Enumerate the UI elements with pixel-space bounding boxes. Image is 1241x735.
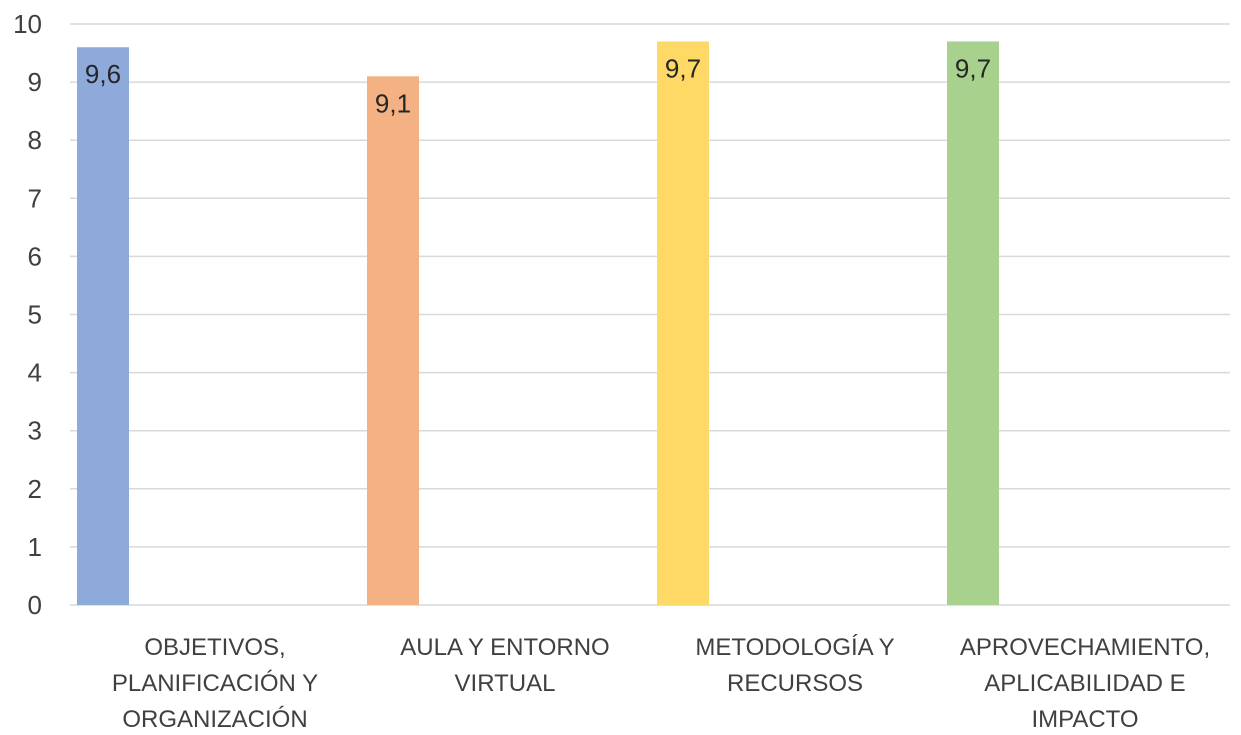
y-tick-label: 3: [28, 416, 42, 446]
y-tick-label: 2: [28, 474, 42, 504]
y-tick-label: 8: [28, 125, 42, 155]
x-tick-label: RECURSOS: [727, 670, 863, 697]
x-tick-label: PLANIFICACIÓN Y: [112, 670, 318, 697]
data-labels: 9,6 9,1 9,7 9,7: [85, 53, 991, 118]
data-label: 9,6: [85, 59, 121, 89]
y-tick-label: 9: [28, 67, 42, 97]
y-tick-label: 1: [28, 532, 42, 562]
data-label: 9,7: [955, 53, 991, 83]
y-tick-label: 4: [28, 358, 42, 388]
y-tick-label: 0: [28, 590, 42, 620]
x-tick-label: ORGANIZACIÓN: [122, 706, 307, 733]
bar: [657, 41, 709, 606]
bar: [947, 41, 999, 606]
x-tick-label: IMPACTO: [1031, 706, 1138, 733]
y-axis-ticks: 0 1 2 3 4 5 6 7 8 9 10: [13, 9, 42, 620]
bar: [367, 76, 419, 606]
y-tick-label: 5: [28, 300, 42, 330]
x-tick-label: APROVECHAMIENTO,: [960, 634, 1210, 661]
data-label: 9,7: [665, 53, 701, 83]
x-tick-label: OBJETIVOS,: [144, 634, 285, 661]
bars: [77, 41, 999, 606]
data-label: 9,1: [375, 88, 411, 118]
x-tick-label: VIRTUAL: [455, 670, 556, 697]
x-tick-label: AULA Y ENTORNO: [400, 634, 609, 661]
x-tick-label: APLICABILIDAD E: [984, 670, 1185, 697]
y-tick-label: 6: [28, 241, 42, 271]
bar: [77, 47, 129, 606]
x-tick-label: METODOLOGÍA Y: [695, 634, 894, 661]
gridlines: [70, 23, 1230, 606]
y-tick-label: 7: [28, 183, 42, 213]
y-tick-label: 10: [13, 9, 42, 39]
x-axis-labels: OBJETIVOS, PLANIFICACIÓN Y ORGANIZACIÓN AUL…: [112, 634, 1210, 733]
